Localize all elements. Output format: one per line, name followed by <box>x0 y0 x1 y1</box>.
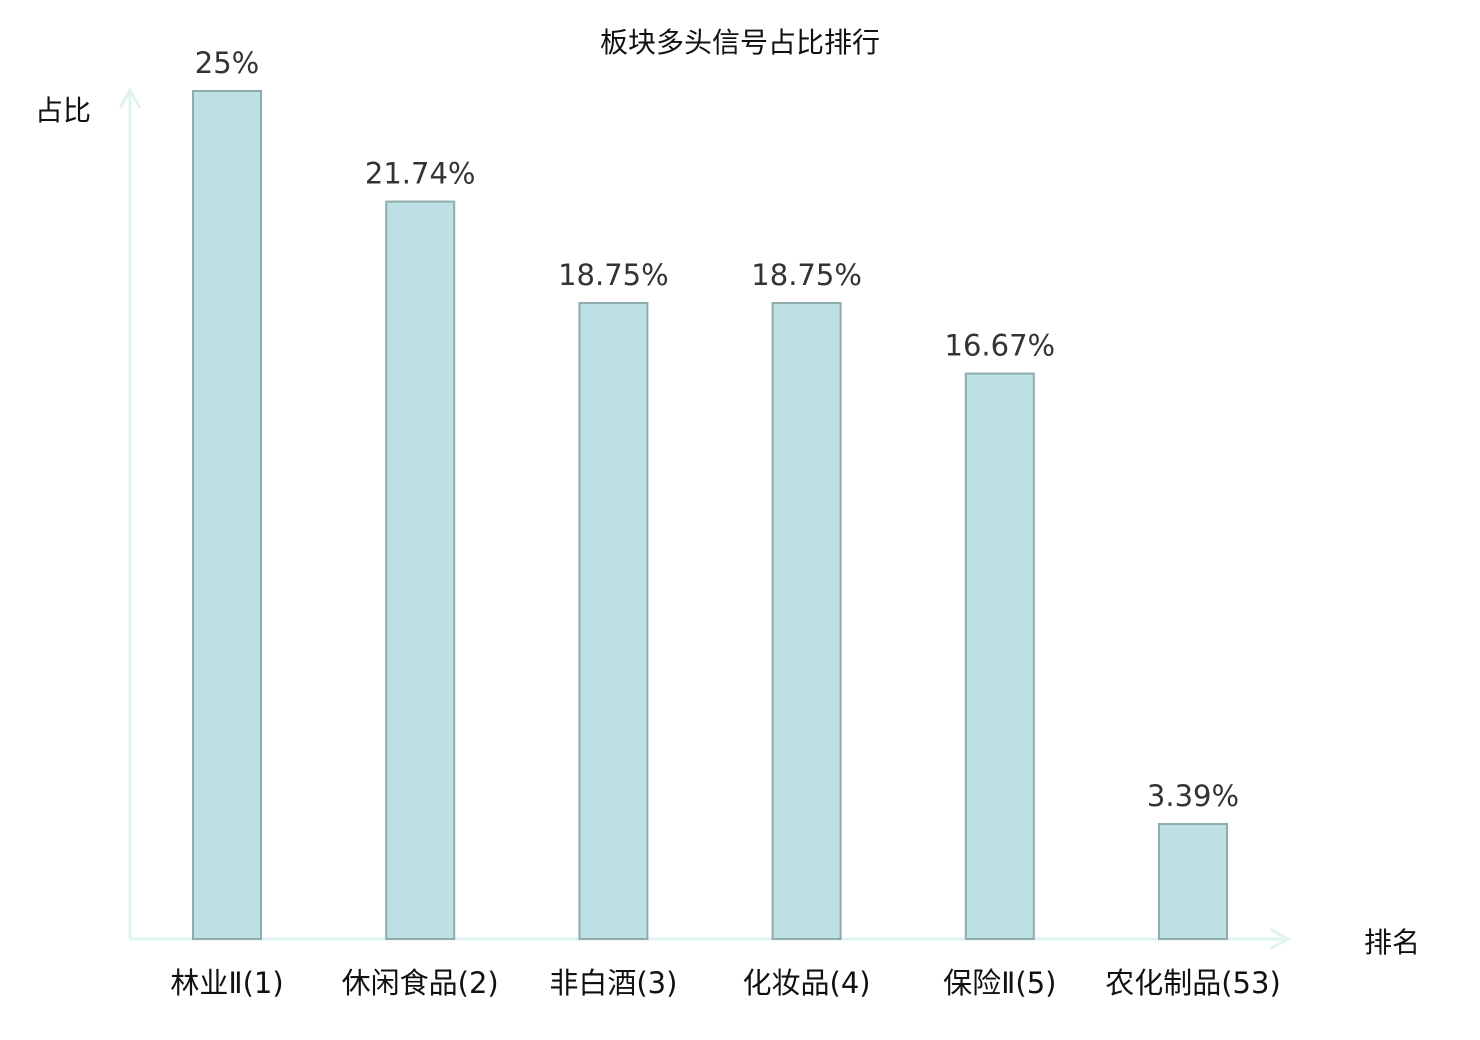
x-axis-label: 排名 <box>1364 926 1420 959</box>
x-axis-arrow-icon <box>1269 927 1292 951</box>
bar <box>192 90 262 940</box>
data-label: 18.75% <box>751 258 862 292</box>
y-axis-label: 占比 <box>35 94 91 127</box>
data-label: 16.67% <box>945 329 1056 363</box>
data-label: 18.75% <box>558 258 669 292</box>
bar <box>385 200 456 940</box>
bar <box>1158 823 1228 941</box>
data-label: 3.39% <box>1147 779 1239 813</box>
bar <box>771 302 842 940</box>
y-axis-arrow-icon <box>118 86 142 109</box>
x-tick-label: 休闲食品(2) <box>342 966 499 1000</box>
x-tick-label: 化妆品(4) <box>743 966 871 1000</box>
bar <box>578 302 649 940</box>
x-tick-label: 农化制品(53) <box>1105 966 1281 1000</box>
data-label: 25% <box>195 46 259 80</box>
x-tick-label: 林业Ⅱ(1) <box>170 966 283 1000</box>
bar <box>964 372 1035 940</box>
x-tick-label: 非白酒(3) <box>549 966 677 1000</box>
x-tick-label: 保险Ⅱ(5) <box>943 966 1056 1000</box>
data-label: 21.74% <box>365 157 476 191</box>
chart-title: 板块多头信号占比排行 <box>600 26 880 59</box>
axes <box>118 86 1292 951</box>
